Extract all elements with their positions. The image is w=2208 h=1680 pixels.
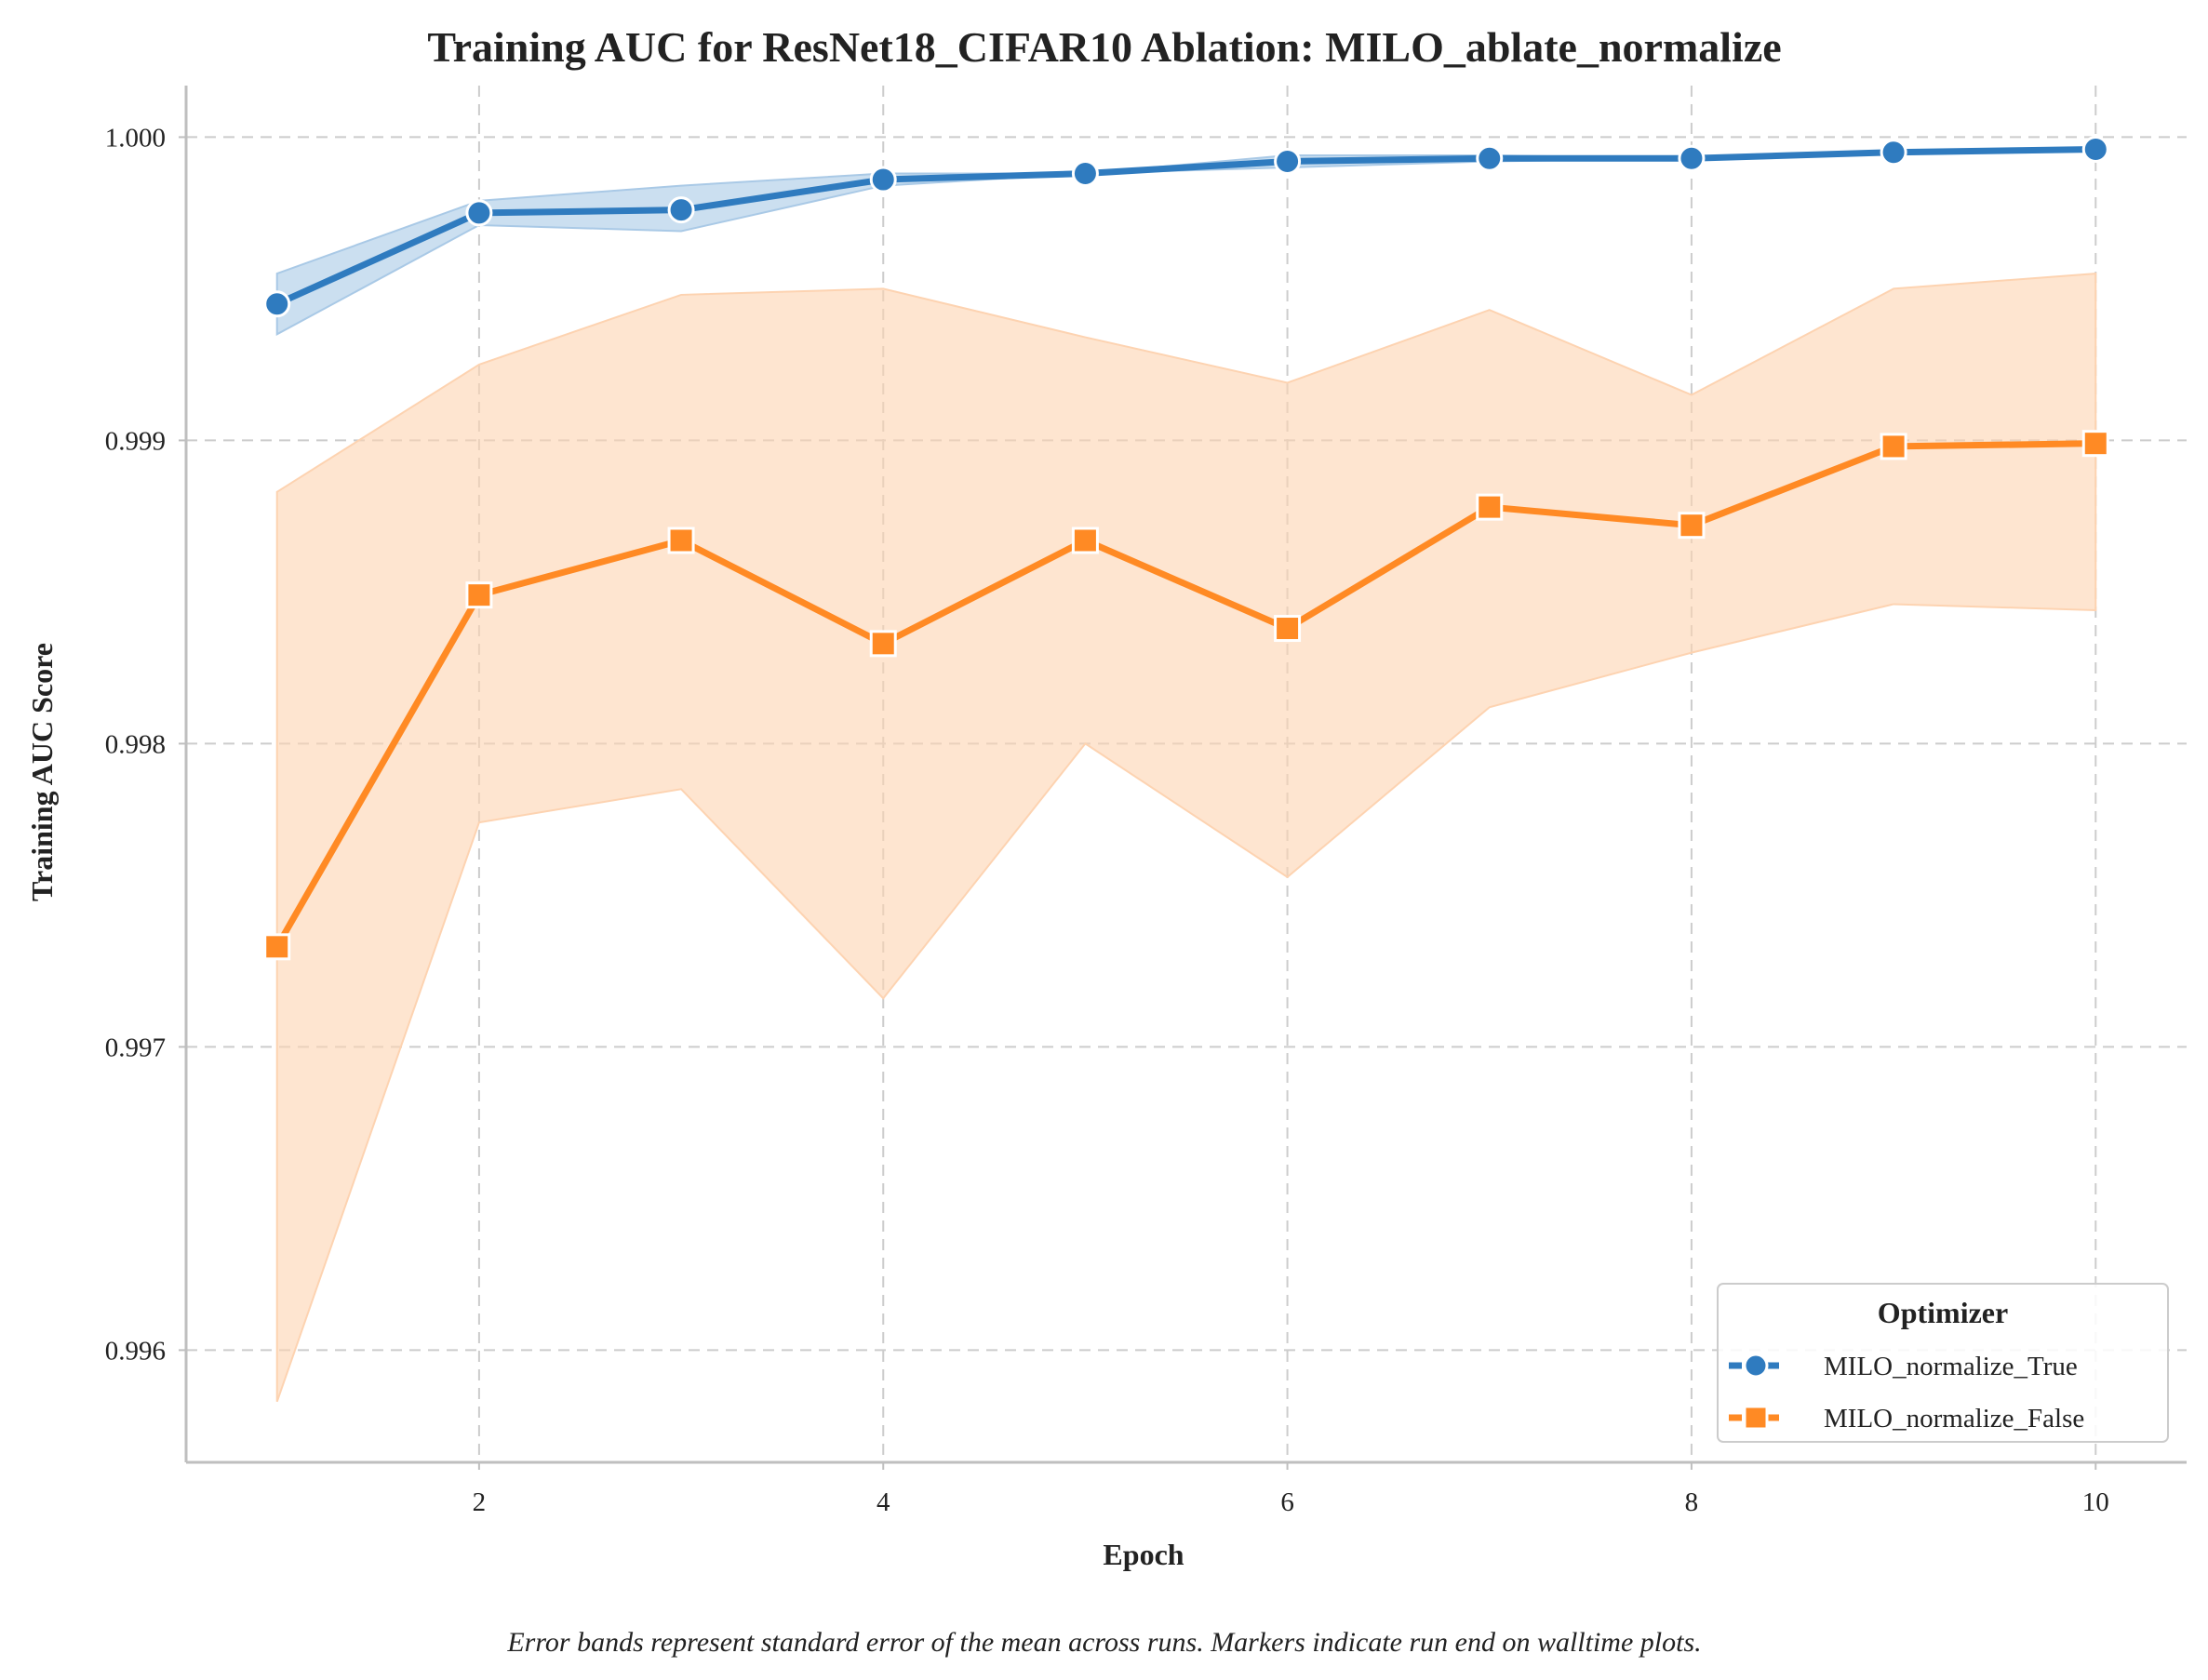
data-point-MILO_normalize_False xyxy=(263,933,291,961)
series-line-MILO_normalize_False xyxy=(274,440,2099,951)
series-line-MILO_normalize_True xyxy=(274,145,2099,308)
chart-title: Training AUC for ResNet18_CIFAR10 Ablati… xyxy=(427,23,1781,71)
data-point-MILO_normalize_False xyxy=(465,581,493,609)
legend-label: MILO_normalize_False xyxy=(1824,1404,2084,1433)
legend-label: MILO_normalize_True xyxy=(1824,1352,2078,1381)
data-point-MILO_normalize_True xyxy=(263,290,291,318)
data-point-MILO_normalize_True xyxy=(1071,160,1099,188)
legend: Optimizer MILO_normalize_TrueMILO_normal… xyxy=(1717,1283,2169,1443)
data-point-MILO_normalize_True xyxy=(869,166,897,193)
data-point-MILO_normalize_True xyxy=(1880,139,1907,167)
data-point-MILO_normalize_True xyxy=(1476,144,1504,172)
legend-marker-MILO_normalize_False xyxy=(1743,1405,1769,1431)
data-point-MILO_normalize_False xyxy=(1274,615,1302,643)
x-tick-label: 4 xyxy=(877,1487,890,1517)
data-point-MILO_normalize_False xyxy=(1880,433,1907,460)
y-axis-label: Training AUC Score xyxy=(25,643,59,901)
legend-title: Optimizer xyxy=(1878,1296,2008,1329)
series-lines xyxy=(274,145,2099,951)
y-tick-label: 1.000 xyxy=(105,123,166,153)
x-tick-label: 10 xyxy=(2082,1487,2109,1517)
error-band-MILO_normalize_True xyxy=(275,148,2096,336)
ticks: 2 4 6 8 10 0.996 0.997 0.998 0.999 1.000 xyxy=(105,123,2109,1517)
data-point-MILO_normalize_True xyxy=(1274,147,1302,175)
figure-caption: Error bands represent standard error of … xyxy=(506,1627,1701,1658)
data-point-MILO_normalize_False xyxy=(1678,512,1706,540)
x-tick-label: 8 xyxy=(1685,1487,1699,1517)
y-tick-label: 0.998 xyxy=(105,729,166,759)
legend-marker-MILO_normalize_True xyxy=(1743,1353,1769,1379)
data-point-MILO_normalize_False xyxy=(667,527,695,554)
data-point-MILO_normalize_False xyxy=(1476,493,1504,521)
y-tick-label: 0.999 xyxy=(105,426,166,456)
y-tick-label: 0.997 xyxy=(105,1033,166,1062)
axes-spines xyxy=(184,86,2187,1464)
series-markers xyxy=(263,135,2109,961)
legend-entries: MILO_normalize_True MILO_normalize_False xyxy=(1729,1352,2084,1433)
x-tick-label: 2 xyxy=(473,1487,487,1517)
data-point-MILO_normalize_False xyxy=(2081,430,2109,458)
data-point-MILO_normalize_True xyxy=(465,199,493,227)
data-point-MILO_normalize_False xyxy=(869,630,897,658)
data-point-MILO_normalize_True xyxy=(1678,144,1706,172)
x-tick-label: 6 xyxy=(1280,1487,1294,1517)
legend-frame xyxy=(1717,1283,2169,1443)
data-point-MILO_normalize_True xyxy=(667,196,695,224)
data-point-MILO_normalize_True xyxy=(2081,135,2109,163)
error-band-MILO_normalize_False xyxy=(275,273,2097,1403)
data-point-MILO_normalize_False xyxy=(1071,527,1099,554)
error-bands xyxy=(275,148,2097,1403)
x-axis-label: Epoch xyxy=(1103,1538,1184,1571)
y-tick-label: 0.996 xyxy=(105,1336,166,1366)
